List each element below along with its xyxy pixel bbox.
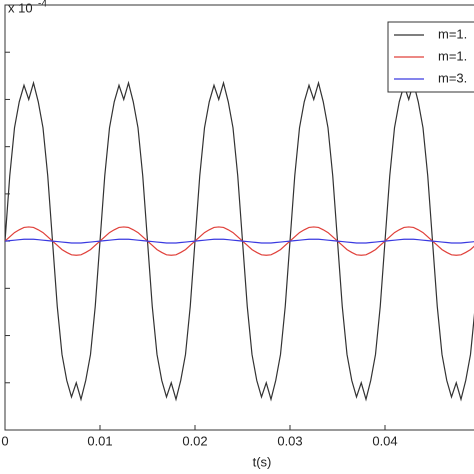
x-axis-label: t(s) <box>253 454 272 469</box>
x-tick-label: 0.04 <box>372 433 397 448</box>
data-line <box>4 238 474 244</box>
legend-label: m=1. <box>438 26 467 41</box>
x-tick-label: 0.01 <box>87 433 112 448</box>
x-tick-label: 0.03 <box>277 433 302 448</box>
x-tick-label: 0.02 <box>182 433 207 448</box>
legend-label: m=3. <box>438 70 467 85</box>
x-tick-label: 0 <box>1 433 8 448</box>
plot-frame <box>4 4 474 431</box>
legend-label: m=1. <box>438 48 467 63</box>
y-multiplier-base: x 10 <box>8 0 33 15</box>
